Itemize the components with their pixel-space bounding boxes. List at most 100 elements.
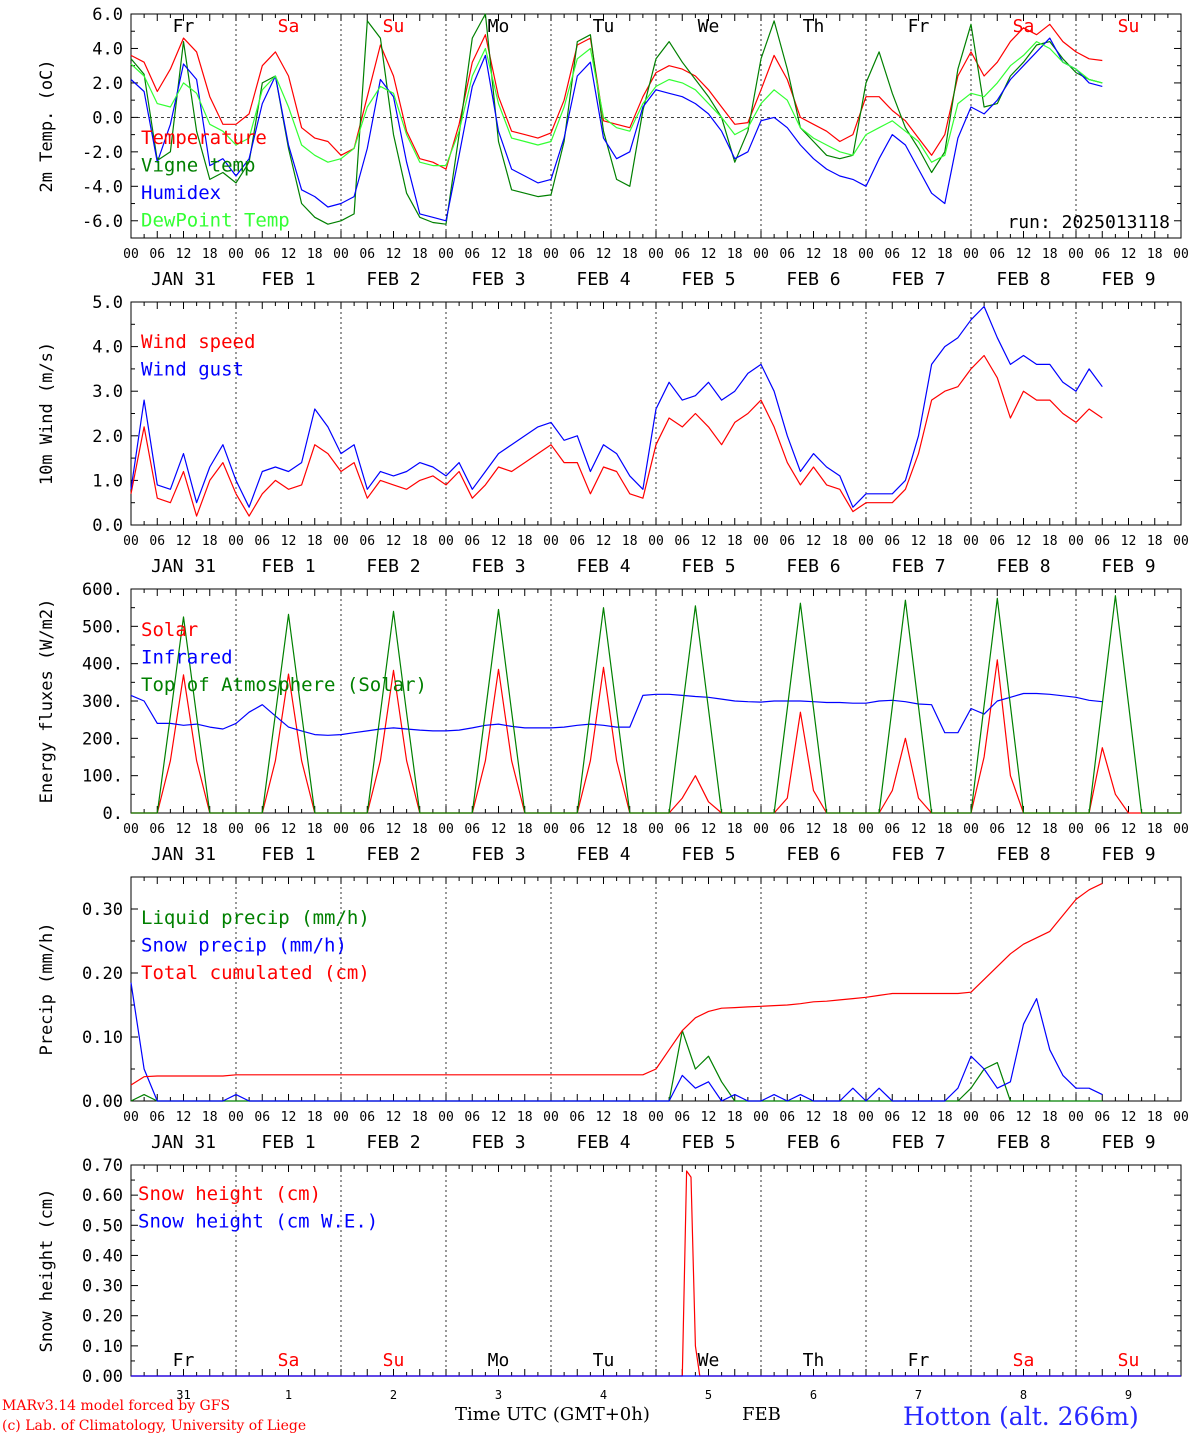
- chart-panel-1: 6.0 4.0 2.0 0.0 -2.0 -4.0 -6.0 2m Temp. (oC) 00 0…: [37, 5, 1189, 290]
- hour-tick-label: 06: [149, 822, 165, 837]
- y-tick-label: 100.: [82, 767, 123, 787]
- date-label: FEB 7: [891, 844, 945, 865]
- date-label: FEB 7: [891, 1132, 945, 1153]
- series-line-infrared: [130, 692, 1103, 736]
- weekday-label: Su: [1118, 1350, 1140, 1371]
- series-line-humidex: [130, 37, 1103, 222]
- series-line-temperature: [130, 23, 1103, 170]
- hour-tick-label: 00: [333, 534, 349, 549]
- date-label: FEB 8: [996, 844, 1050, 865]
- hour-tick-label: 00: [228, 247, 244, 262]
- hour-tick-label: 00: [543, 822, 559, 837]
- date-label: FEB 3: [471, 269, 525, 290]
- hour-tick-label: 06: [569, 534, 585, 549]
- hour-tick-label: 18: [1147, 247, 1163, 262]
- y-axis-label: Precip (mm/h): [37, 922, 57, 1055]
- hour-tick-label: 06: [674, 822, 690, 837]
- legend-entry: Snow height (cm): [138, 1183, 321, 1205]
- date-label: FEB 6: [786, 556, 840, 577]
- date-label: FEB 9: [1101, 556, 1155, 577]
- hour-tick-label: 00: [543, 534, 559, 549]
- hour-tick-label: 18: [727, 1110, 743, 1125]
- series-line-dewpoint-temp: [130, 40, 1103, 167]
- hour-tick-label: 18: [832, 247, 848, 262]
- hour-tick-label: 00: [333, 247, 349, 262]
- hour-tick-label: 18: [1042, 534, 1058, 549]
- hour-tick-label: 00: [333, 822, 349, 837]
- hour-tick-label: 00: [228, 822, 244, 837]
- weekday-label: Fr: [908, 16, 930, 37]
- date-label: FEB 2: [366, 269, 420, 290]
- date-label: FEB 2: [366, 556, 420, 577]
- y-tick-label: 0.70: [82, 1156, 123, 1176]
- legend-entry: Temperature: [141, 127, 267, 149]
- hour-tick-label: 00: [438, 247, 454, 262]
- date-label: FEB 1: [261, 844, 315, 865]
- date-label: FEB 1: [261, 556, 315, 577]
- hour-tick-label: 12: [1121, 534, 1137, 549]
- y-tick-label: 0.60: [82, 1186, 123, 1206]
- hour-tick-label: 12: [491, 1110, 507, 1125]
- hour-tick-label: 12: [1016, 822, 1032, 837]
- y-axis-label: 2m Temp. (oC): [37, 59, 57, 192]
- hour-tick-label: 06: [569, 247, 585, 262]
- hour-tick-label: 12: [806, 247, 822, 262]
- hour-tick-label: 06: [674, 247, 690, 262]
- weekday-label: Tu: [593, 1350, 615, 1371]
- hour-tick-label: 00: [648, 534, 664, 549]
- hour-tick-label: 00: [123, 1110, 139, 1125]
- y-tick-label: -6.0: [82, 212, 123, 232]
- day-number-label: 6: [810, 1388, 817, 1402]
- hour-tick-label: 06: [1094, 247, 1110, 262]
- weekday-label: Sa: [278, 16, 300, 37]
- hour-tick-label: 06: [254, 247, 270, 262]
- hour-tick-label: 12: [596, 822, 612, 837]
- hour-tick-label: 12: [911, 1110, 927, 1125]
- hour-tick-label: 00: [858, 534, 874, 549]
- hour-tick-label: 18: [937, 1110, 953, 1125]
- hour-tick-label: 18: [832, 822, 848, 837]
- hour-tick-label: 12: [281, 534, 297, 549]
- hour-tick-label: 00: [1173, 1110, 1189, 1125]
- date-label: FEB 1: [261, 269, 315, 290]
- hour-tick-label: 00: [858, 247, 874, 262]
- date-label: FEB 8: [996, 1132, 1050, 1153]
- y-tick-label: 2.0: [92, 427, 123, 447]
- hour-tick-label: 18: [1147, 1110, 1163, 1125]
- hour-tick-label: 12: [281, 1110, 297, 1125]
- date-label: FEB 7: [891, 269, 945, 290]
- hour-tick-label: 00: [1068, 534, 1084, 549]
- hour-tick-label: 06: [779, 534, 795, 549]
- date-label: FEB 3: [471, 556, 525, 577]
- y-tick-label: 0.50: [82, 1216, 123, 1236]
- station-label: Hotton (alt. 266m): [903, 1402, 1139, 1431]
- hour-tick-label: 12: [911, 534, 927, 549]
- hour-tick-label: 18: [622, 534, 638, 549]
- y-tick-label: 200.: [82, 729, 123, 749]
- hour-tick-label: 18: [1147, 534, 1163, 549]
- legend-entry: Solar: [141, 619, 198, 641]
- hour-tick-label: 00: [1173, 247, 1189, 262]
- weekday-label: Sa: [1013, 1350, 1035, 1371]
- hour-tick-label: 00: [123, 822, 139, 837]
- hour-tick-label: 00: [438, 822, 454, 837]
- series-line-top-of-atmosphere-solar: [131, 595, 1181, 814]
- y-tick-label: 0.40: [82, 1246, 123, 1266]
- legend-entry: Humidex: [141, 182, 221, 204]
- hour-tick-label: 06: [254, 534, 270, 549]
- hour-tick-label: 06: [464, 1110, 480, 1125]
- date-label: FEB 5: [681, 1132, 735, 1153]
- date-label: FEB 4: [576, 844, 630, 865]
- hour-tick-label: 12: [176, 534, 192, 549]
- hour-tick-label: 12: [596, 247, 612, 262]
- legend-entry: Top of Atmosphere (Solar): [141, 674, 427, 696]
- hour-tick-label: 18: [937, 247, 953, 262]
- hour-tick-label: 18: [307, 247, 323, 262]
- date-label: FEB 8: [996, 269, 1050, 290]
- chart-panel-2: 5.0 4.0 3.0 2.0 1.0 0.0 10m Wind (m/s) 00 06 12 18…: [37, 293, 1189, 577]
- hour-tick-label: 18: [937, 822, 953, 837]
- hour-tick-label: 18: [202, 534, 218, 549]
- date-label: FEB 5: [681, 556, 735, 577]
- hour-tick-label: 12: [281, 822, 297, 837]
- hour-tick-label: 00: [333, 1110, 349, 1125]
